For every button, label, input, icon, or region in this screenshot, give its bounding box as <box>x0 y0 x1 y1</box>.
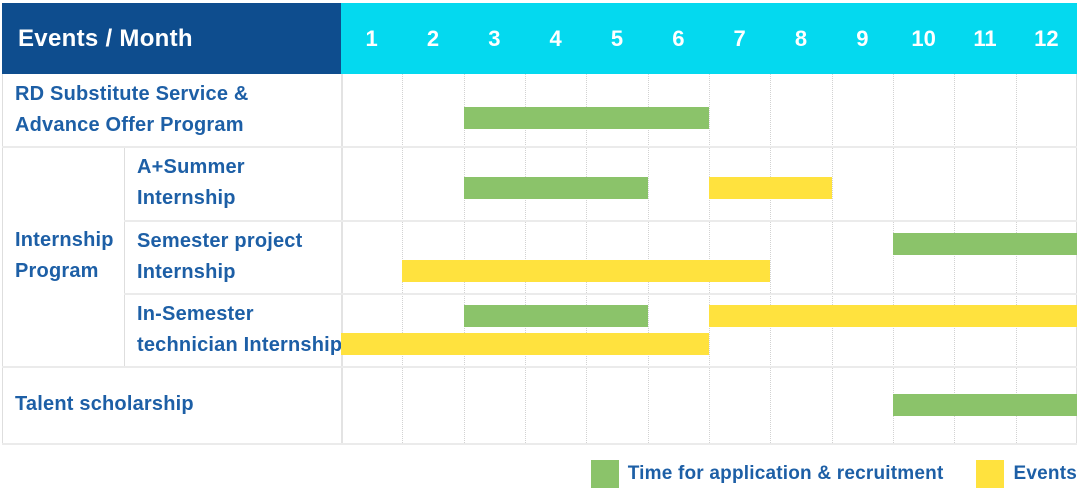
month-header-12: 12 <box>1034 25 1059 51</box>
application-bar <box>893 394 1077 416</box>
month-gridline <box>525 74 526 443</box>
row-divider <box>2 146 1077 148</box>
table-left-border <box>2 74 3 443</box>
legend-yellow-swatch-icon <box>976 460 1005 488</box>
event-bar <box>402 260 771 282</box>
row-label-rd-substitute-text: RD Substitute Service & <box>15 83 249 105</box>
legend-green-swatch-icon <box>590 460 619 488</box>
month-header-7: 7 <box>733 25 746 51</box>
legend: Time for application & recruitment Event… <box>0 458 1077 490</box>
month-header-4: 4 <box>549 25 562 51</box>
table-right-border <box>1076 74 1077 443</box>
month-gridline <box>831 74 833 443</box>
month-header-1: 1 <box>365 25 378 51</box>
month-gridline <box>893 74 894 443</box>
application-bar <box>463 305 648 327</box>
row-label-talent-scholarship-text: Talent scholarship <box>15 393 194 415</box>
events-month-header-cell: Events / Month <box>2 3 341 74</box>
month-header-2: 2 <box>426 25 440 51</box>
row-label-in-semester-technician-internship: In-Semester technician Internship <box>124 293 343 366</box>
row-label-in-semester-technician-internship-text: technician Internship <box>137 333 343 356</box>
table-bottom-border <box>2 443 1077 445</box>
month-header-row: 1 2 3 4 5 6 7 8 9 10 11 12 <box>341 3 1077 74</box>
month-header-9: 9 <box>856 25 869 51</box>
month-header-5: 5 <box>610 25 624 51</box>
group-label-internship-program-text: Program <box>15 260 99 282</box>
row-label-rd-substitute: RD Substitute Service & Advance Offer Pro… <box>2 74 341 146</box>
month-gridline <box>586 74 588 443</box>
event-bar <box>341 333 709 355</box>
row-label-a-summer-internship-text: Internship <box>137 187 236 209</box>
legend-green-label: Time for application & recruitment <box>627 463 944 484</box>
row-label-semester-project-internship: Semester project Internship <box>124 220 341 293</box>
row-label-in-semester-technician-internship-text: In-Semester <box>137 302 254 325</box>
month-header-10: 10 <box>911 25 936 51</box>
row-label-a-summer-internship-text: A+Summer <box>137 156 245 178</box>
month-gridline <box>954 74 956 443</box>
label-month-divider <box>341 74 343 443</box>
event-bar <box>709 177 832 199</box>
application-bar <box>463 107 709 129</box>
events-month-header-label: Events / Month <box>18 24 193 52</box>
row-label-talent-scholarship: Talent scholarship <box>2 366 341 443</box>
application-bar <box>893 233 1077 255</box>
month-header-6: 6 <box>672 25 685 51</box>
event-bar <box>709 305 1077 327</box>
month-gridline <box>463 74 465 443</box>
group-label-internship-program-text: Internship <box>15 229 114 251</box>
row-label-semester-project-internship-text: Semester project <box>137 229 303 252</box>
row-divider <box>124 293 1077 295</box>
month-header-11: 11 <box>973 25 997 51</box>
month-gridline <box>402 74 404 443</box>
row-divider <box>124 220 1077 222</box>
row-label-rd-substitute-text: Advance Offer Program <box>15 114 244 136</box>
month-gridline <box>770 74 772 443</box>
month-gridline <box>647 74 649 443</box>
month-gridline <box>1015 74 1017 443</box>
row-label-semester-project-internship-text: Internship <box>137 260 236 283</box>
month-gridline <box>709 74 710 443</box>
legend-yellow-label: Events <box>1013 463 1077 484</box>
group-label-internship-program: Internship Program <box>2 146 124 366</box>
month-header-3: 3 <box>488 25 501 51</box>
month-header-8: 8 <box>794 25 808 51</box>
row-label-a-summer-internship: A+Summer Internship <box>124 146 341 220</box>
group-column-divider <box>124 146 125 366</box>
row-divider <box>2 366 1077 368</box>
application-bar <box>463 177 648 199</box>
